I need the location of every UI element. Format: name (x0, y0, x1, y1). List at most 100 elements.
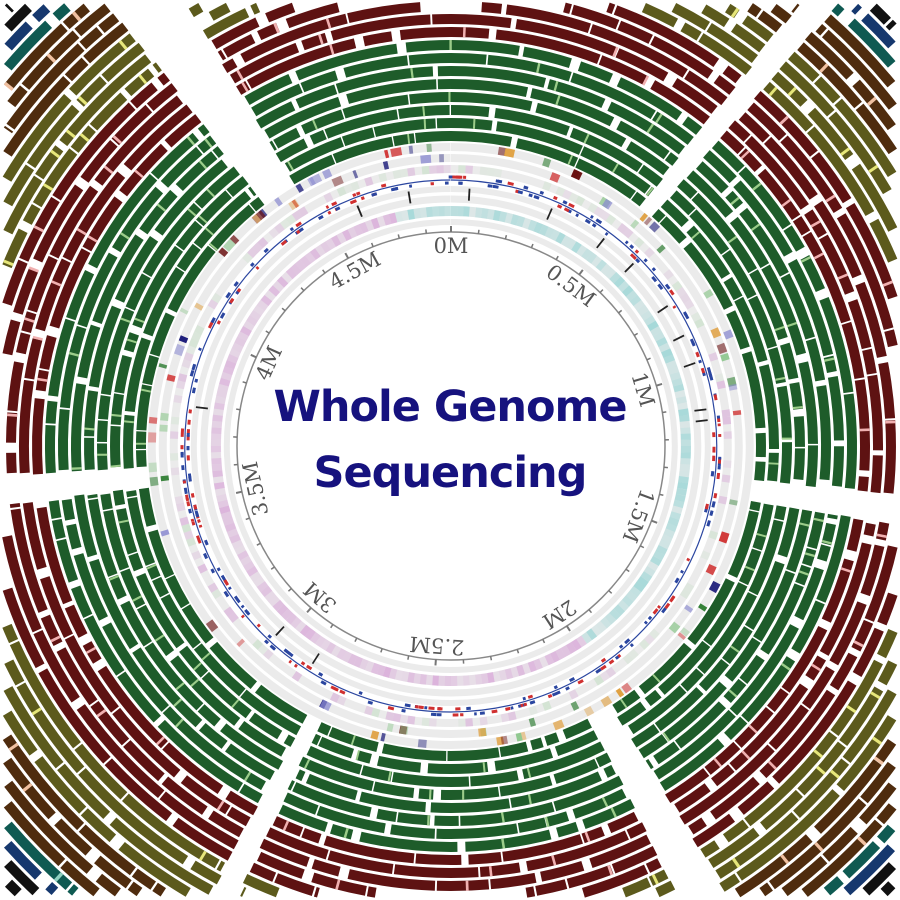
gene-mark (635, 258, 641, 264)
gc-content-cell (617, 599, 630, 612)
gene-density-cell (683, 299, 695, 310)
track-segment (869, 3, 891, 25)
gene-mark (523, 702, 528, 707)
track-segment (683, 242, 733, 310)
track-segment (117, 671, 161, 723)
track-segment (111, 186, 164, 253)
track-segment (167, 245, 216, 313)
track-segment (61, 498, 76, 521)
track-segment (738, 148, 763, 172)
track-segment (697, 592, 757, 674)
feature-block (158, 363, 168, 369)
gc-content-cell (516, 215, 526, 228)
track-segment (152, 882, 167, 897)
track-segment (728, 120, 751, 142)
gene-mark (195, 512, 200, 518)
gene-density-cell (173, 394, 183, 404)
track-segment (408, 53, 452, 66)
gene-density-cell (675, 286, 687, 298)
feature-block (720, 352, 730, 362)
gene-mark (713, 394, 718, 401)
feature-block (420, 154, 432, 164)
gene-density-cell (721, 409, 731, 418)
gene-mark (230, 297, 235, 302)
feature-block (478, 727, 487, 737)
track-segment (436, 823, 518, 839)
gc-content-cell (643, 315, 656, 326)
gene-mark (191, 521, 196, 526)
track-segment (645, 858, 662, 873)
gene-density-cell (186, 345, 197, 355)
variant-mark (727, 235, 738, 244)
track-segment (805, 338, 826, 382)
track-segment (146, 563, 161, 580)
track-segment (59, 325, 87, 409)
track-segment (748, 295, 777, 349)
gene-mark (223, 590, 230, 598)
track-segment (752, 503, 774, 551)
track-segment (197, 704, 221, 727)
track-segment (136, 572, 185, 649)
track-segment (822, 826, 858, 862)
gene-density-cell (228, 612, 239, 623)
track-segment (208, 810, 244, 838)
gc-content-cell (272, 599, 285, 612)
gc-content-cell (677, 482, 689, 490)
gene-mark (193, 504, 198, 510)
gene-mark (563, 207, 570, 213)
track-segment (771, 71, 808, 107)
feature-block (218, 247, 229, 258)
gene-density-cell (708, 530, 719, 540)
track-segment (885, 19, 897, 31)
gc-content-cell (211, 420, 223, 429)
gene-mark (216, 320, 222, 325)
axis-tick (245, 517, 250, 521)
track-segment (617, 701, 647, 726)
track-segment (193, 191, 252, 249)
gene-density-cell (690, 311, 702, 323)
track-segment (867, 374, 884, 451)
gc-content-cell (388, 668, 398, 680)
variant-mark (811, 663, 822, 672)
gc-content-cell (498, 211, 508, 223)
variant-mark (155, 736, 165, 746)
track-segment (556, 821, 579, 838)
track-segment (249, 862, 277, 882)
variant-mark (731, 857, 741, 868)
gc-content-cell (382, 214, 392, 226)
track-segment (827, 376, 844, 441)
gc-content-cell (560, 235, 571, 247)
gc-content-cell (674, 493, 686, 503)
gene-density-cell (257, 237, 269, 249)
track-segment (692, 813, 736, 848)
gene-mark (233, 595, 240, 601)
gene-density-cell (633, 237, 645, 249)
gene-density-cell (714, 373, 725, 383)
track-segment (846, 518, 864, 552)
gc-content-cell (246, 566, 259, 577)
gc-content-cell (643, 566, 656, 577)
track-segment (311, 733, 321, 746)
axis-tick (656, 382, 663, 387)
track-segment (689, 209, 730, 255)
track-segment (196, 190, 232, 227)
gene-density-cell (223, 606, 235, 618)
gc-content-cell (498, 669, 508, 681)
feature-block (222, 238, 236, 252)
track-segment (615, 48, 669, 82)
track-segment (880, 881, 896, 897)
gene-mark (219, 312, 226, 319)
axis-tick (370, 242, 374, 247)
gene-mark (595, 218, 603, 225)
gc-content-cell (658, 539, 671, 550)
gene-mark (680, 569, 684, 574)
variant-mark (750, 223, 761, 232)
track-segment (802, 231, 851, 324)
gc-content-cell (665, 522, 678, 532)
variant-mark (108, 575, 119, 581)
track-segment (373, 781, 415, 798)
track-segment (399, 26, 452, 41)
variant-mark (118, 40, 128, 50)
track-segment (798, 361, 818, 444)
